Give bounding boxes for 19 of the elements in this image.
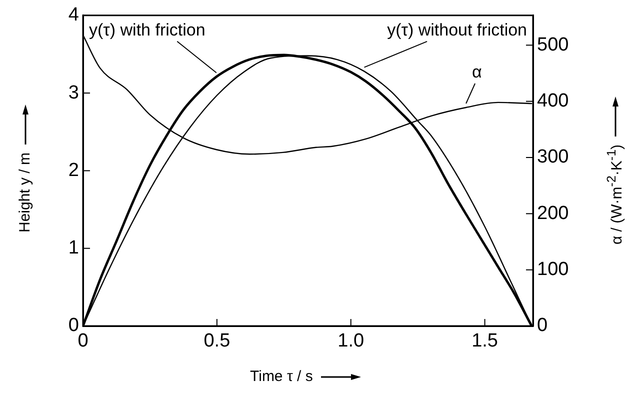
y-tick-label: 1 [68,238,79,259]
y2-tick-label: 300 [537,146,569,168]
y-tick-label: 4 [68,4,80,26]
y2-tick-label: 100 [537,259,569,280]
x-tick-label: 0.5 [204,330,230,352]
text: y(τ) without friction [387,20,528,40]
y-tick-label: 2 [68,160,79,181]
x-axis-title: Time τ / s [250,368,313,385]
text: y(τ) with friction [89,20,206,40]
y-tick-label: 3 [68,82,79,104]
y2-tick-label: 0 [537,315,548,336]
y-tick-label: 0 [68,315,79,336]
y2-tick-label: 400 [537,90,569,112]
x-tick-label: 1.0 [338,330,364,352]
x-tick-label: 1.5 [472,330,498,352]
y2-tick-label: 200 [537,202,569,224]
y-axis-title: Height y / m [16,152,34,233]
series-label: α [472,62,482,82]
y2-tick-label: 500 [537,34,569,56]
